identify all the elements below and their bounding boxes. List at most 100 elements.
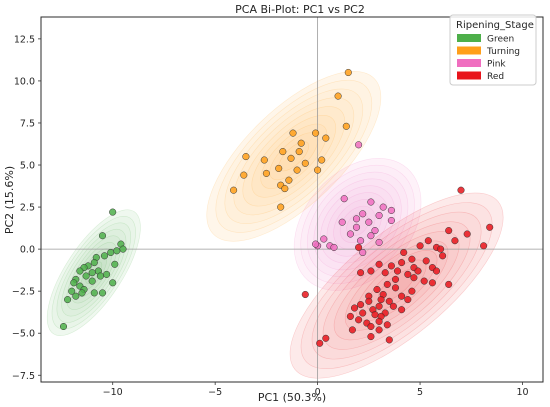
x-tick-label: −5 [208,387,222,398]
data-point-green [88,277,96,285]
data-point-red [348,326,356,334]
data-point-red [398,306,406,314]
data-point-red [322,334,330,342]
data-point-pink [375,211,383,220]
legend-swatch-green [457,34,481,42]
density-level [322,221,471,350]
data-point-red [359,309,367,317]
data-point-turning [262,169,270,177]
data-point-turning [334,92,342,100]
data-point-green [107,248,115,257]
data-point-turning [281,185,289,193]
y-tick-label: 2.5 [20,203,35,214]
data-point-turning [342,122,350,130]
legend-swatch-turning [457,46,481,55]
data-point-red [486,223,494,231]
data-point-red [404,296,412,304]
data-point-red [389,302,397,310]
data-point-red [457,186,465,194]
series-red [301,186,494,347]
data-point-pink [330,243,338,251]
data-point-turning [287,154,295,162]
x-axis-label: PC1 (50.3%) [258,391,326,404]
data-point-red [387,262,395,270]
data-point-turning [318,156,326,164]
data-point-green [109,208,117,216]
data-point-turning [277,203,285,211]
data-point-turning [297,139,305,147]
data-point-red [408,287,416,295]
series-turning [230,68,352,211]
data-point-turning [242,153,250,161]
x-tick-label: −10 [103,387,123,398]
density-level [66,235,122,310]
density-level [300,164,415,284]
data-point-green [88,269,96,277]
data-point-turning [260,156,268,164]
data-point-pink [340,195,348,203]
x-axis-ticks: −10 −5 0 5 10 [103,382,529,398]
legend-items: Green Turning Pink Red [457,34,520,82]
data-point-green [72,292,80,300]
data-point-red [445,227,453,235]
data-point-pink [367,232,375,240]
density-contours [46,71,504,379]
data-point-red [424,237,432,245]
data-point-pink [352,215,361,223]
data-point-turning [312,129,320,137]
data-point-red [428,279,436,287]
density-level [260,123,328,189]
data-point-red [439,252,447,260]
data-point-green [64,296,72,304]
density-level [51,215,136,330]
legend-label-turning: Turning [486,47,520,57]
data-point-red [391,284,400,292]
data-point-red [408,255,416,263]
data-point-turning [295,148,303,156]
legend-swatch-pink [457,59,481,67]
data-point-red [357,269,365,277]
data-point-green [82,272,90,280]
y-tick-label: 7.5 [20,118,35,129]
data-point-red [480,242,488,250]
data-point-pink [346,230,354,238]
data-point-pink [359,248,367,257]
y-tick-label: −5.0 [12,329,35,340]
data-point-green [98,232,107,240]
y-tick-label: 5.0 [20,161,35,172]
data-point-pink [320,235,328,243]
data-point-red [375,302,383,310]
chart-title: PCA Bi-Plot: PC1 vs PC2 [235,3,365,16]
y-tick-label: 0.0 [20,245,35,256]
data-point-turning [230,186,238,194]
data-point-red [357,301,365,309]
density-level [224,88,364,224]
x-tick-label: 0 [315,387,321,398]
data-point-red [410,274,418,282]
data-point-green [90,289,98,297]
data-point-red [437,245,445,253]
data-point-pink [387,216,395,225]
data-point-red [385,297,393,305]
data-point-red [422,257,430,265]
data-point-red [355,316,363,324]
data-point-red [398,259,406,267]
data-point-turning [301,159,309,167]
data-point-green [119,245,127,253]
data-point-turning [285,176,293,184]
data-point-red [346,312,354,320]
y-axis-label: PC2 (15.6%) [3,166,16,234]
data-point-red [367,267,375,275]
legend-title: Ripening_Stage [456,20,534,31]
data-point-red [400,248,408,257]
x-tick-label: 5 [417,387,423,398]
plot-frame [40,16,544,383]
y-tick-label: 10.0 [14,76,35,87]
data-point-green [100,252,109,260]
data-point-green [68,287,76,295]
data-point-green [113,247,121,255]
data-point-red [404,270,412,278]
data-point-turning [275,164,283,172]
data-point-pink [338,218,346,226]
scatter-points [59,68,494,347]
